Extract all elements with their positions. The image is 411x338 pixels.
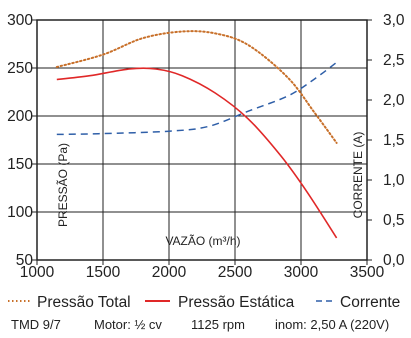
spec-model: TMD 9/7 (11, 317, 61, 332)
right-tick-label: 1,5 (383, 132, 405, 149)
left-tick-label: 150 (7, 156, 33, 173)
left-tick-label: 50 (16, 252, 34, 269)
series-line-0 (55, 30, 338, 144)
spec-rpm: 1125 rpm (191, 317, 245, 332)
right-axis-label: CORRENTE (A) (351, 132, 365, 219)
left-tick-label: 250 (7, 60, 33, 77)
legend: Pressão Total Pressão Estática Corrente (8, 294, 400, 311)
left-tick-label: 100 (7, 204, 33, 221)
x-axis-ticks: 1000 1500 2000 2500 3000 3500 (20, 260, 385, 281)
series-group (55, 30, 338, 239)
right-tick-label: 2,0 (383, 92, 405, 109)
grid-lines (37, 20, 367, 260)
spec-current: inom: 2,50 A (220V) (275, 317, 389, 332)
left-tick-label: 300 (7, 12, 33, 29)
right-tick-label: 0,5 (383, 212, 405, 229)
x-tick-label: 3000 (284, 264, 319, 281)
x-tick-label: 3500 (350, 264, 385, 281)
spec-motor: Motor: ½ cv (94, 317, 162, 332)
legend-label-corrente: Corrente (340, 294, 400, 311)
x-tick-label: 1500 (86, 264, 121, 281)
left-axis-ticks: 50 100 150 200 250 300 (7, 12, 37, 269)
right-tick-label: 2,5 (383, 52, 405, 69)
spec-line: TMD 9/7 Motor: ½ cv 1125 rpm inom: 2,50 … (11, 317, 389, 332)
legend-label-pressao-estatica: Pressão Estática (178, 294, 295, 311)
right-tick-label: 1,0 (383, 172, 405, 189)
right-tick-label: 3,0 (383, 12, 405, 29)
right-tick-label: 0,0 (383, 252, 405, 269)
x-tick-label: 2500 (218, 264, 253, 281)
x-tick-label: 1000 (20, 264, 55, 281)
left-tick-label: 200 (7, 108, 33, 125)
left-axis-label: PRESSÃO (Pa) (56, 143, 70, 227)
legend-label-pressao-total: Pressão Total (37, 294, 131, 311)
series-line-1 (56, 67, 338, 239)
x-tick-label: 2000 (152, 264, 187, 281)
series-line-2 (56, 61, 338, 136)
x-axis-label: VAZÃO (m³/h) (165, 234, 240, 248)
plot-area-frame (36, 19, 368, 261)
right-axis-ticks: 0,0 0,5 1,0 1,5 2,0 2,5 3,0 (367, 12, 405, 269)
